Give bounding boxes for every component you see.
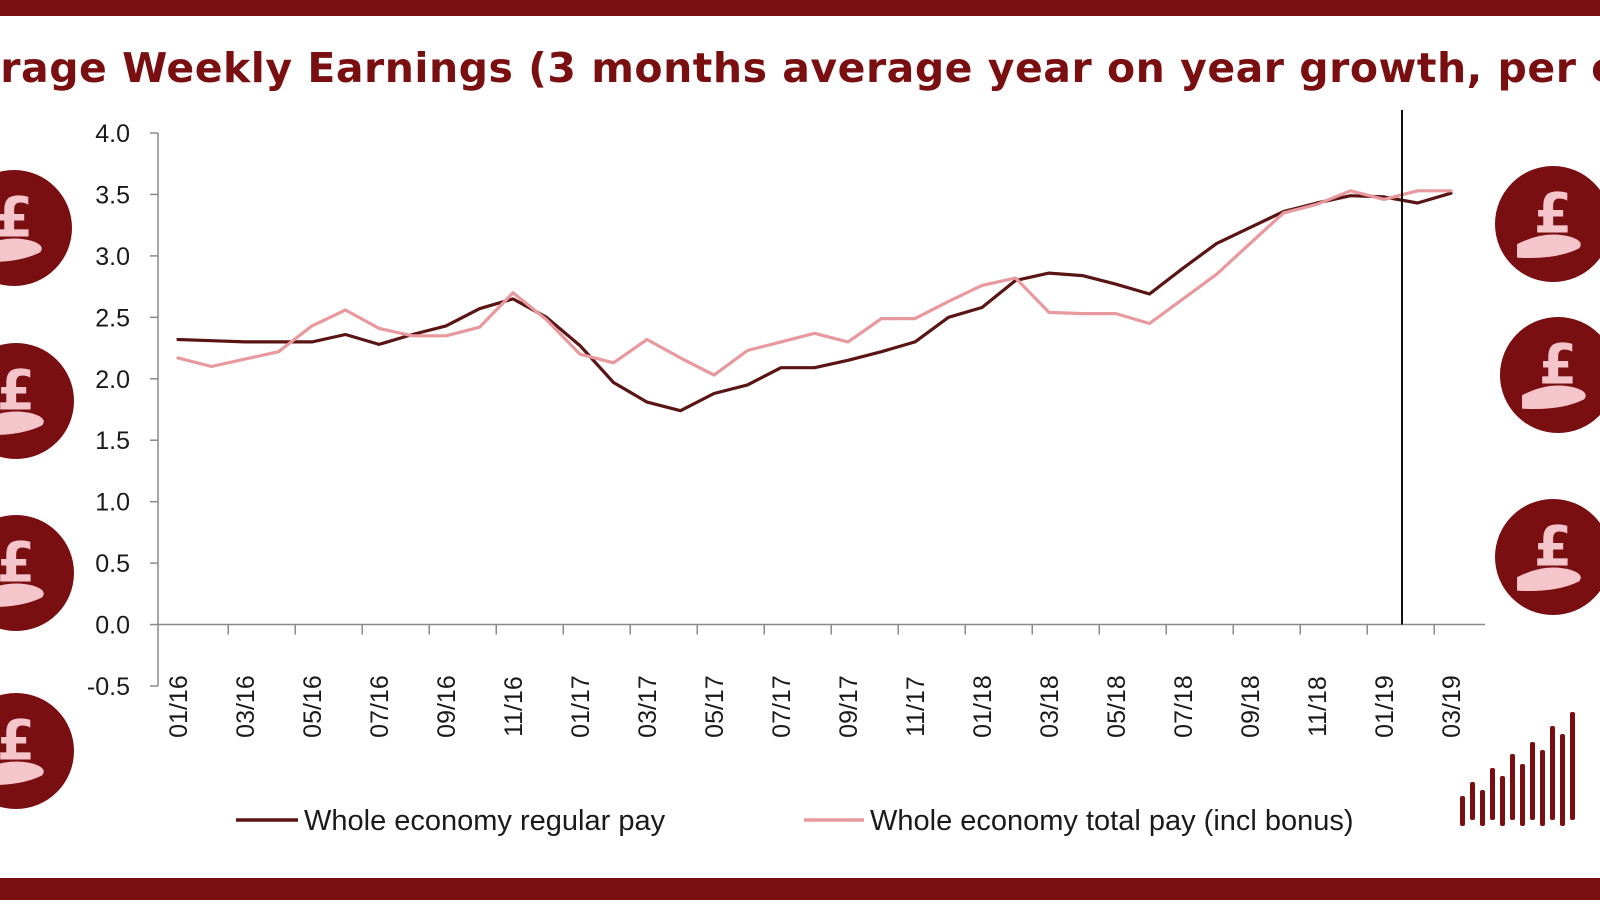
- y-tick-label: 0.5: [95, 550, 130, 578]
- x-tick-label: 05/17: [701, 675, 729, 738]
- x-tick-label: 09/17: [835, 675, 863, 738]
- chart-title: Average Weekly Earnings (3 months averag…: [0, 44, 1600, 92]
- icon-pound-glyph: £: [1534, 515, 1572, 579]
- x-tick-label: 03/16: [232, 675, 260, 738]
- x-tick-label: 03/18: [1036, 675, 1064, 738]
- x-tick-label: 09/16: [433, 675, 461, 738]
- x-tick-label: 03/19: [1438, 675, 1466, 738]
- y-tick-label: 0.0: [95, 612, 130, 640]
- x-tick-label: 01/17: [567, 675, 595, 738]
- icon-pound-glyph: £: [0, 709, 35, 773]
- waveform-bar: [1500, 776, 1505, 826]
- x-tick-label: 09/18: [1237, 675, 1265, 738]
- pound-hand-icon: £: [0, 343, 74, 459]
- bottom-brand-bar: [0, 878, 1600, 900]
- y-tick-label: 3.5: [95, 181, 130, 209]
- top-brand-bar: [0, 0, 1600, 16]
- waveform-bar: [1510, 754, 1515, 820]
- waveform-bar: [1520, 764, 1525, 826]
- pound-hand-icon: £: [0, 515, 74, 631]
- waveform-bar: [1490, 768, 1495, 820]
- icon-pound-glyph: £: [1534, 182, 1572, 246]
- x-tick-label: 11/17: [902, 676, 930, 737]
- legend-label: Whole economy total pay (incl bonus): [870, 805, 1354, 837]
- waveform-bar: [1570, 712, 1575, 820]
- icon-hand: [0, 411, 44, 435]
- total-pay-line: [176, 189, 1453, 377]
- icon-pound-glyph: £: [0, 531, 35, 595]
- y-tick-label: -0.5: [87, 673, 130, 701]
- x-tick-label: 11/18: [1304, 676, 1332, 737]
- x-tick-label: 07/18: [1170, 675, 1198, 738]
- icon-hand: [0, 761, 44, 785]
- bar-waveform-icon: [1460, 712, 1575, 826]
- x-tick-label: 01/16: [165, 675, 193, 738]
- regular-pay-line: [176, 191, 1453, 413]
- waveform-bar: [1560, 734, 1565, 826]
- legend-label: Whole economy regular pay: [304, 805, 666, 837]
- icon-pound-glyph: £: [0, 186, 33, 250]
- y-tick-label: 2.0: [95, 366, 130, 394]
- waveform-bar: [1540, 750, 1545, 826]
- pound-hand-icon: £: [1500, 317, 1600, 433]
- x-tick-label: 01/18: [969, 675, 997, 738]
- icon-hand: [1517, 567, 1581, 592]
- icon-pound-glyph: £: [0, 359, 35, 423]
- icon-hand: [0, 583, 44, 607]
- icon-pound-glyph: £: [1539, 333, 1577, 397]
- x-tick-label: 01/19: [1371, 675, 1399, 738]
- waveform-bar: [1460, 796, 1465, 826]
- icon-hand: [1522, 385, 1586, 410]
- waveform-bar: [1550, 726, 1555, 820]
- waveform-bar: [1530, 742, 1535, 820]
- pound-hand-icon: £: [1495, 499, 1600, 615]
- x-tick-label: 11/16: [500, 676, 528, 737]
- x-tick-label: 03/17: [634, 675, 662, 738]
- y-tick-label: 1.5: [95, 427, 130, 455]
- icon-hand: [0, 238, 42, 262]
- waveform-bar: [1470, 782, 1475, 820]
- pound-hand-icon: £: [0, 693, 74, 809]
- x-tick-label: 07/17: [768, 675, 796, 738]
- y-tick-label: 1.0: [95, 489, 130, 517]
- y-tick-label: 4.0: [95, 120, 130, 148]
- pound-hand-icon: £: [1495, 166, 1600, 282]
- x-tick-label: 07/16: [366, 675, 394, 738]
- icon-hand: [1517, 234, 1581, 259]
- x-tick-label: 05/16: [299, 675, 327, 738]
- pound-hand-icon: £: [0, 170, 72, 286]
- y-tick-label: 3.0: [95, 243, 130, 271]
- x-tick-label: 05/18: [1103, 675, 1131, 738]
- y-tick-label: 2.5: [95, 304, 130, 332]
- waveform-bar: [1480, 790, 1485, 826]
